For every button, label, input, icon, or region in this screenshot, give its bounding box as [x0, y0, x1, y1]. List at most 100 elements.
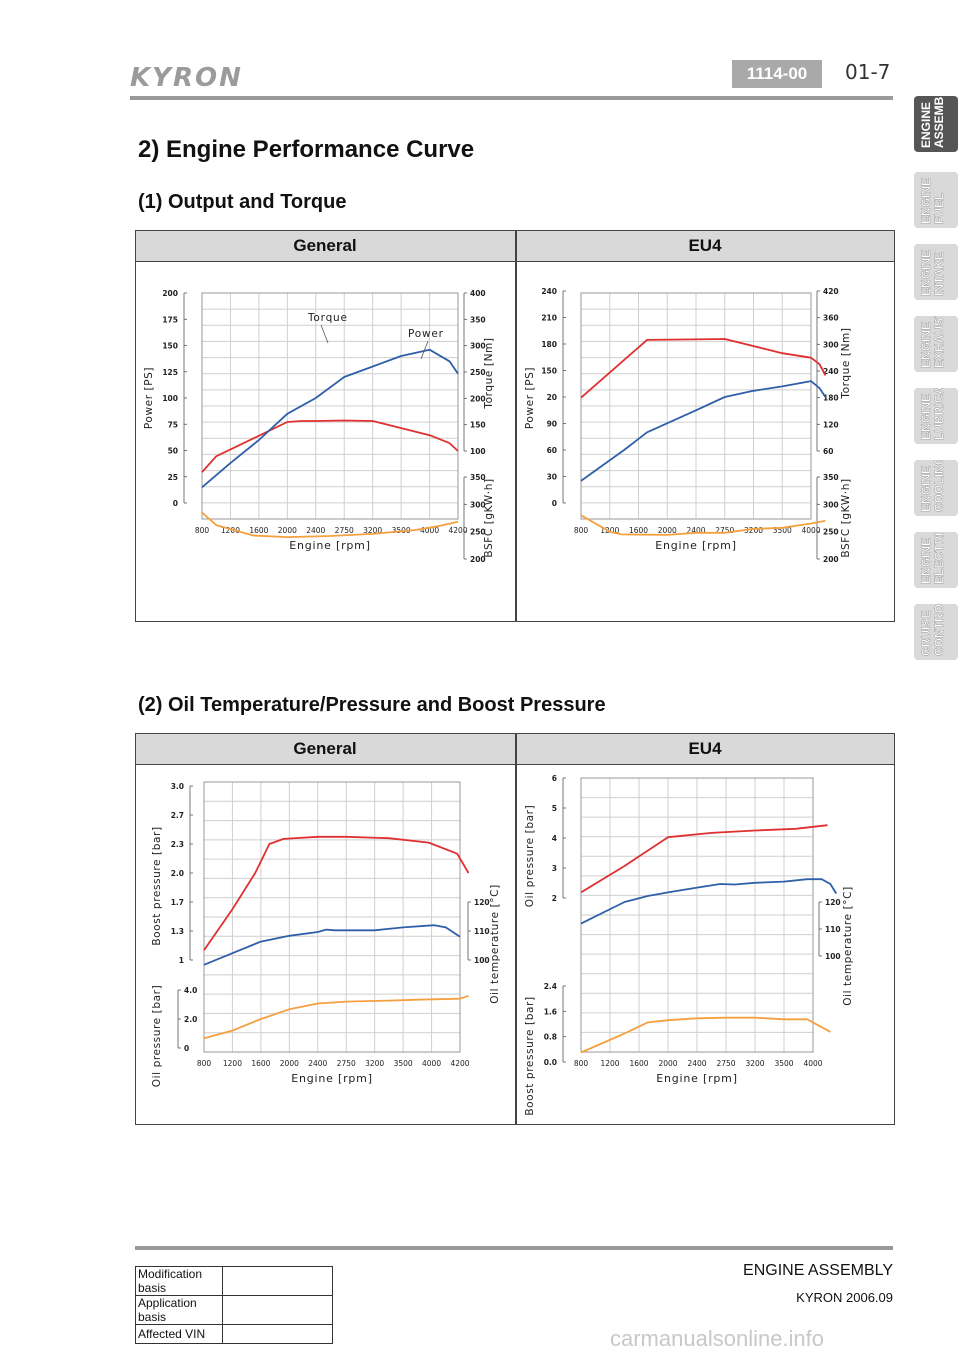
series-line: [580, 338, 827, 399]
annotation-label: Torque: [307, 312, 348, 324]
y-tick-label: 120: [825, 898, 841, 907]
x-tick-label: 3200: [745, 1059, 764, 1068]
footer-subtitle: KYRON 2006.09: [796, 1290, 893, 1305]
x-tick-label: 3500: [394, 1059, 413, 1068]
y-tick-label: 200: [470, 394, 486, 403]
footer-title: ENGINE ASSEMBLY: [743, 1262, 893, 1279]
x-tick-label: 2400: [306, 526, 325, 535]
oil-boost-table: General EU4 800 1200 1600 2000 2400 2750 3200 3…: [135, 733, 895, 1125]
series-line: [580, 514, 826, 536]
series-line: [203, 994, 469, 1040]
tab-cruise-control[interactable]: CRUISE CONTRO: [914, 604, 958, 660]
x-tick-label: 2000: [278, 526, 297, 535]
x-tick-label: 800: [574, 526, 589, 535]
output-torque-general-chart: 800 1200 1600 2000 2400 2750 3200 350 0 4000 4200 E…: [143, 289, 495, 564]
plot-frame: [201, 292, 459, 520]
y-tick-label: 240: [823, 367, 839, 376]
kyron-logo: KYRON: [130, 63, 241, 90]
x-tick-label: 3500: [773, 526, 792, 535]
col-general: General: [293, 739, 357, 758]
y-tick-label: 2: [552, 894, 557, 903]
x-tick-label: 2400: [686, 526, 705, 535]
y-tick-label: 360: [823, 314, 839, 323]
x-tick-label: 4000: [420, 526, 439, 535]
y-tick-label: 1.7: [171, 898, 184, 907]
y-tick-label: 90: [547, 420, 557, 429]
y-tick-label: 0.8: [544, 1033, 557, 1042]
row-value: [222, 1295, 333, 1325]
column-divider: [515, 231, 517, 621]
x-tick-label: 2750: [715, 526, 734, 535]
tab-engine-electrical[interactable]: ENGINE ELECTRI: [914, 532, 958, 588]
x-tick-label: 2000: [658, 526, 677, 535]
y-tick-label: 180: [823, 394, 839, 403]
table-row: Modification basis: [135, 1266, 333, 1296]
x-tick-label: 2750: [335, 526, 354, 535]
y-axis-title: Torque [Nm]: [840, 327, 852, 399]
y-axis-title: Oil temperature [°C]: [842, 886, 854, 1006]
x-tick-label: 3200: [744, 526, 763, 535]
plot-frame: [203, 781, 461, 1053]
row-value: [222, 1324, 333, 1344]
y-tick-label: 350: [470, 473, 486, 482]
annotation-label: Power: [408, 328, 444, 340]
series-line: [580, 1016, 831, 1054]
y-tick-label: 25: [168, 473, 178, 482]
x-tick-label: 800: [574, 1059, 589, 1068]
plot-frame: [580, 777, 814, 1053]
y-tick-label: 240: [541, 287, 557, 296]
x-tick-label: 2000: [658, 1059, 677, 1068]
y-tick-label: 20: [547, 393, 557, 402]
x-tick-label: 2750: [716, 1059, 735, 1068]
column-divider: [515, 734, 517, 1124]
series-line: [201, 511, 459, 539]
y-tick-label: 4: [552, 834, 557, 843]
tab-engine-intake[interactable]: ENGINE INTAKE: [914, 244, 958, 300]
table-row: Affected VIN: [135, 1324, 333, 1344]
tab-engine-fuel[interactable]: ENGINE FUEL: [914, 172, 958, 228]
y-tick-label: 2.3: [171, 840, 184, 849]
y-tick-label: 250: [823, 528, 839, 537]
y-tick-label: 6: [552, 774, 557, 783]
y-tick-label: 180: [541, 340, 557, 349]
series-line: [580, 878, 837, 925]
y-tick-label: 350: [823, 473, 839, 482]
y-axis-title: BSFC [gKW·h]: [483, 478, 495, 557]
y-tick-label: 200: [470, 555, 486, 564]
y-tick-label: 4.0: [184, 986, 197, 995]
x-axis-title: Engine [rpm]: [289, 539, 371, 552]
y-tick-label: 0: [173, 499, 178, 508]
y-axis-title: Oil pressure [bar]: [151, 985, 163, 1088]
y-tick-label: 60: [823, 447, 833, 456]
y-tick-label: 2.0: [171, 869, 184, 878]
series-line: [203, 835, 470, 951]
section-heading-output-torque: (1) Output and Torque: [138, 191, 347, 213]
y-tick-label: 175: [162, 315, 178, 324]
col-eu4: EU4: [688, 236, 722, 255]
y-axis-title: Oil temperature [°C]: [489, 884, 501, 1004]
x-tick-label: 2750: [337, 1059, 356, 1068]
x-tick-label: 1600: [629, 1059, 648, 1068]
row-value: [222, 1266, 333, 1296]
x-axis-title: Engine [rpm]: [291, 1072, 373, 1085]
x-tick-label: 2400: [687, 1059, 706, 1068]
y-tick-label: 5: [552, 804, 557, 813]
y-tick-label: 1.6: [544, 1007, 557, 1016]
x-tick-label: 4000: [422, 1059, 441, 1068]
y-tick-label: 100: [162, 394, 178, 403]
y-tick-label: 300: [823, 500, 839, 509]
tab-engine-cooling[interactable]: ENGINE COOLING: [914, 460, 958, 516]
y-tick-label: 200: [162, 289, 178, 298]
x-tick-label: 2000: [280, 1059, 299, 1068]
y-axis-title: Power [PS]: [143, 367, 155, 429]
y-tick-label: 3: [552, 864, 557, 873]
tab-engine-lubrication[interactable]: ENGINE LUBRICA: [914, 388, 958, 444]
tab-engine-assembly[interactable]: ENGINE ASSEMBL: [914, 96, 958, 152]
x-axis-title: Engine [rpm]: [656, 1072, 738, 1085]
x-tick-label: 2400: [308, 1059, 327, 1068]
x-tick-label: 4200: [450, 1059, 469, 1068]
y-tick-label: 100: [474, 956, 490, 965]
page-number: 01-7: [845, 60, 891, 84]
tab-engine-exhaust[interactable]: ENGINE EXHAUST: [914, 316, 958, 372]
page-title: 2) Engine Performance Curve: [138, 136, 475, 163]
